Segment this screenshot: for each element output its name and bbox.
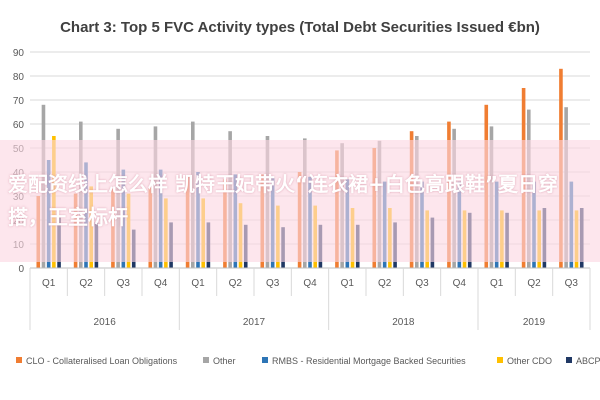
x-tick-label: Q3 (565, 278, 579, 289)
year-label: 2016 (94, 317, 117, 328)
year-label: 2018 (392, 317, 415, 328)
x-tick-label: Q2 (229, 278, 243, 289)
legend-label: Other (213, 356, 236, 366)
x-tick-label: Q4 (303, 278, 317, 289)
legend: CLO - Collateralised Loan Obligations Oth… (16, 356, 600, 366)
legend-swatch (262, 357, 268, 363)
overlay-banner (0, 140, 600, 262)
x-tick-label: Q4 (453, 278, 467, 289)
x-tick-label: Q2 (79, 278, 93, 289)
x-tick-label: Q1 (341, 278, 355, 289)
y-tick-label: 60 (13, 120, 25, 131)
overlay-text: 爱配资线上怎么样 凯特王妃带火“连衣裙+白色高跟鞋”夏日穿搭，王室标杆 (8, 172, 559, 229)
legend-swatch (566, 357, 572, 363)
y-tick-label: 0 (18, 264, 24, 275)
x-axis: Q1 Q2 Q3 Q4 Q1 Q2 Q3 Q4 Q1 Q2 Q3 Q4 Q1 Q2 Q3 2016 2017 20… (29, 267, 591, 330)
y-tick-label: 70 (13, 96, 25, 107)
y-tick-label: 90 (13, 48, 25, 59)
y-tick-label: 80 (13, 72, 25, 83)
x-tick-label: Q3 (415, 278, 429, 289)
year-label: 2017 (243, 317, 266, 328)
legend-swatch (203, 357, 209, 363)
x-tick-label: Q1 (191, 278, 205, 289)
x-tick-label: Q1 (42, 278, 56, 289)
legend-label: RMBS - Residential Mortgage Backed Secur… (272, 356, 466, 366)
legend-label: CLO - Collateralised Loan Obligations (26, 356, 178, 366)
legend-swatch (16, 357, 22, 363)
x-tick-label: Q3 (266, 278, 280, 289)
legend-swatch (497, 357, 503, 363)
x-tick-label: Q1 (490, 278, 504, 289)
x-tick-label: Q2 (378, 278, 392, 289)
legend-label: Other CDO (507, 356, 552, 366)
chart-title: Chart 3: Top 5 FVC Activity types (Total… (60, 19, 540, 36)
x-tick-label: Q3 (117, 278, 131, 289)
x-tick-label: Q4 (154, 278, 168, 289)
x-tick-label: Q2 (527, 278, 541, 289)
year-label: 2019 (523, 317, 546, 328)
chart-title-text: Chart 3: Top 5 FVC Activity types (Total… (60, 19, 540, 36)
legend-label: ABCP (576, 356, 600, 366)
